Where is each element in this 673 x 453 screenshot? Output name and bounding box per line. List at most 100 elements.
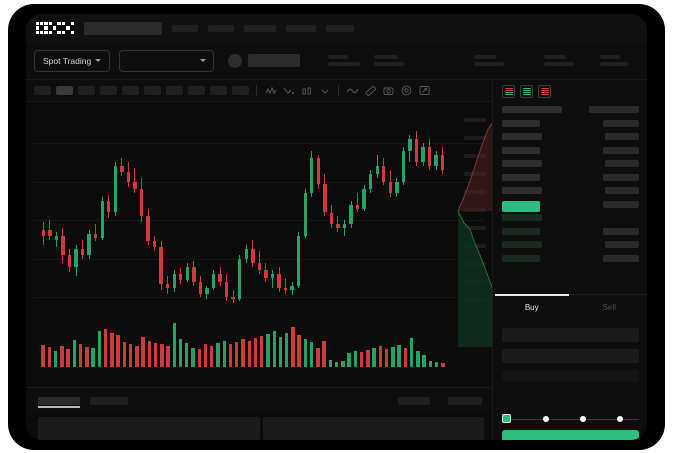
orderbook-view-asks-icon[interactable]	[538, 85, 551, 98]
volume-bar	[278, 336, 283, 367]
orderbook-row-size[interactable]	[605, 160, 639, 167]
top-header	[26, 14, 647, 42]
nav-item-5[interactable]	[325, 24, 354, 32]
orderbook-row-price[interactable]	[502, 214, 542, 221]
candle-body	[290, 285, 294, 290]
orderbook-row-price[interactable]	[502, 241, 542, 248]
tab-buy[interactable]: Buy	[493, 294, 571, 320]
slider-stop-75[interactable]	[617, 415, 623, 422]
candle-body	[74, 249, 78, 267]
orderbook-row-price[interactable]	[502, 119, 540, 127]
chart-type-icon[interactable]	[300, 84, 313, 97]
timeframe-2[interactable]	[78, 86, 95, 95]
order-book[interactable]	[493, 104, 647, 294]
price-field[interactable]	[502, 328, 639, 342]
device-frame: Spot Trading	[8, 4, 665, 450]
nav-item-1[interactable]	[171, 24, 198, 32]
chevron-down-icon[interactable]	[318, 84, 331, 97]
timeframe-5[interactable]	[144, 86, 161, 95]
orderbook-view-bids-icon[interactable]	[520, 85, 533, 98]
orderbook-row-size[interactable]	[603, 200, 639, 208]
okx-logo[interactable]	[36, 21, 74, 35]
fullscreen-icon[interactable]	[418, 84, 431, 97]
bottom-action-1[interactable]	[398, 396, 430, 405]
nav-item-3[interactable]	[243, 24, 276, 32]
timeframe-9[interactable]	[232, 86, 249, 95]
orderbook-row-price[interactable]	[502, 187, 542, 194]
timeframe-0[interactable]	[34, 86, 51, 95]
candle-body	[336, 224, 340, 228]
trade-sidebar: Buy Sell	[492, 80, 647, 440]
tab-sell[interactable]: Sell	[571, 295, 648, 320]
camera-icon[interactable]	[382, 84, 395, 97]
timeframe-1[interactable]	[56, 86, 73, 95]
orderbook-row-size[interactable]	[603, 146, 639, 154]
amount-field[interactable]	[502, 349, 639, 363]
volume-bar	[366, 350, 370, 367]
volume-bar	[422, 354, 426, 367]
orderbook-row-price[interactable]	[502, 106, 562, 113]
ruler-icon[interactable]	[364, 84, 377, 97]
orderbook-row-price[interactable]	[502, 146, 540, 154]
timeframe-6[interactable]	[166, 86, 183, 95]
orderbook-row-price[interactable]	[502, 173, 540, 181]
timeframe-7[interactable]	[188, 86, 205, 95]
bottom-action-2[interactable]	[448, 396, 482, 405]
orderbook-row-price[interactable]	[502, 227, 540, 235]
orderbook-row-size[interactable]	[603, 119, 639, 127]
submit-order-button[interactable]	[502, 430, 639, 440]
slider-stop-25[interactable]	[543, 415, 549, 422]
pair-selector[interactable]	[119, 49, 215, 72]
volume-bar	[247, 341, 251, 367]
nav-item-4[interactable]	[285, 24, 316, 32]
volume-bar	[384, 349, 389, 367]
price-chart[interactable]	[26, 102, 492, 387]
slider-stop-50[interactable]	[580, 415, 586, 422]
candle-wick	[285, 278, 287, 294]
orderbook-row-size[interactable]	[589, 106, 639, 113]
tab-order-history[interactable]	[90, 396, 128, 405]
line-chart-icon[interactable]	[346, 84, 359, 97]
indicators-icon[interactable]	[264, 84, 277, 97]
volume-bar	[241, 338, 245, 367]
timeframe-3[interactable]	[100, 86, 117, 95]
orderbook-row-price[interactable]	[502, 254, 540, 262]
volume-bar	[141, 336, 145, 367]
candle-body	[172, 274, 176, 288]
candle-body	[231, 297, 235, 300]
timeframe-4[interactable]	[122, 86, 139, 95]
orderbook-row-size[interactable]	[603, 254, 639, 262]
orderbook-row-size[interactable]	[603, 173, 639, 181]
volume-bar	[434, 361, 439, 367]
compare-icon[interactable]	[282, 84, 295, 97]
volume-bar	[103, 328, 108, 367]
settings-gear-icon[interactable]	[400, 84, 413, 97]
pair-name	[248, 54, 301, 67]
tab-open-orders[interactable]	[38, 396, 80, 405]
orderbook-row-size[interactable]	[605, 133, 639, 140]
nav-item-2[interactable]	[207, 24, 234, 32]
stat-volume	[600, 55, 629, 66]
orderbook-row-highlight[interactable]	[502, 200, 540, 212]
volume-bar	[316, 348, 320, 367]
volume-bar	[135, 346, 139, 367]
volume-bar	[166, 346, 170, 367]
chevron-down-icon	[95, 59, 102, 62]
orderbook-view-both-icon[interactable]	[502, 85, 515, 98]
timeframe-8[interactable]	[210, 86, 227, 95]
total-field[interactable]	[502, 370, 639, 382]
volume-bar	[47, 347, 52, 367]
candle-body	[355, 204, 360, 209]
price-axis-tick	[464, 226, 486, 230]
candle-body	[368, 173, 373, 190]
amount-slider[interactable]	[502, 414, 639, 424]
orderbook-row-size[interactable]	[605, 187, 639, 194]
orderbook-row-size[interactable]	[605, 241, 639, 248]
slider-handle[interactable]	[502, 414, 511, 423]
candlestick-series	[26, 102, 492, 317]
market-type-dropdown[interactable]: Spot Trading	[34, 49, 111, 72]
orderbook-row-size[interactable]	[603, 227, 639, 235]
orderbook-row-price[interactable]	[502, 160, 542, 167]
orderbook-row-price[interactable]	[502, 133, 542, 140]
search-input[interactable]	[83, 21, 162, 35]
